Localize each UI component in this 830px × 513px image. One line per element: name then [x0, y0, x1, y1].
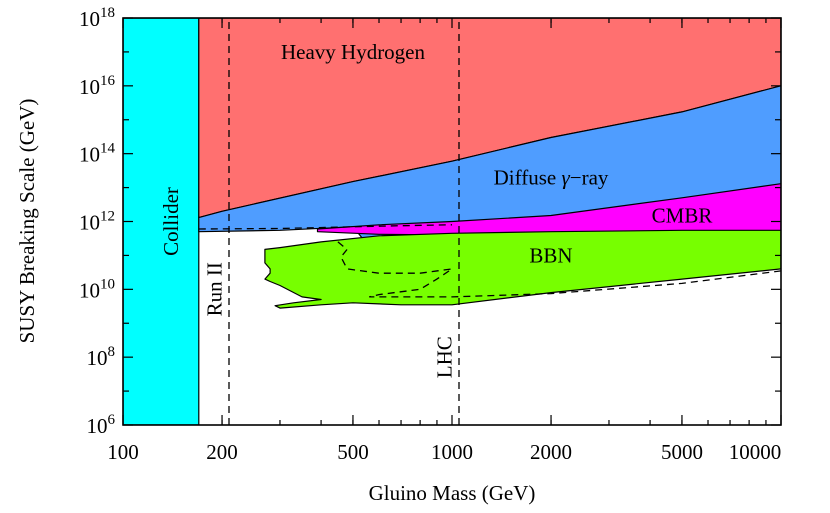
y-tick-label: 1010 — [79, 276, 115, 302]
y-tick-label: 106 — [87, 412, 116, 438]
y-tick-label: 1016 — [79, 73, 116, 99]
y-tick-label: 1018 — [79, 5, 115, 31]
chart-regions — [123, 18, 781, 425]
y-axis-label: SUSY Breaking Scale (GeV) — [15, 99, 39, 344]
x-tick-label: 5000 — [661, 440, 703, 464]
boundary-bbn-dashed — [337, 241, 781, 298]
y-tick-label: 1014 — [79, 141, 116, 167]
region-bbn — [264, 229, 781, 309]
region-labels: Collider Heavy Hydrogen Diffuse γ−ray CMBR B… — [159, 40, 712, 378]
x-tick-label: 1000 — [431, 440, 473, 464]
x-tick-label: 500 — [337, 440, 369, 464]
label-collider: Collider — [159, 187, 183, 256]
boundary-upper-dashed — [198, 224, 453, 230]
x-tick-label: 10000 — [729, 440, 782, 464]
x-tick-label: 100 — [107, 440, 139, 464]
label-bbn: BBN — [529, 243, 572, 267]
x-tick-label: 200 — [206, 440, 238, 464]
region-collider — [123, 18, 200, 425]
axis-ticks: 100 200 500 1000 2000 5000 10000 106 108 1010 1012… — [79, 5, 782, 464]
x-tick-label: 2000 — [530, 440, 572, 464]
label-run-ii: Run II — [203, 262, 227, 316]
label-diffuse: Diffuse γ−ray — [494, 165, 609, 189]
chart-boundaries — [198, 18, 781, 425]
x-axis-label: Gluino Mass (GeV) — [369, 481, 536, 505]
label-lhc: LHC — [433, 336, 457, 378]
label-heavy-hydrogen: Heavy Hydrogen — [281, 40, 426, 64]
y-tick-label: 1012 — [79, 209, 115, 235]
label-cmbr: CMBR — [652, 204, 713, 228]
y-tick-label: 108 — [87, 344, 116, 370]
